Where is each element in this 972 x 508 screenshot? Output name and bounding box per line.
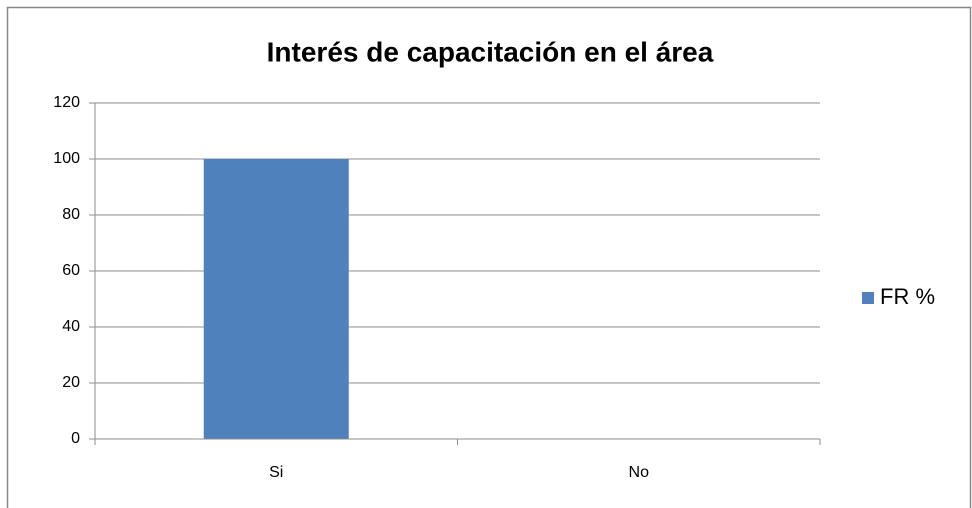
x-tick-label: No [629,464,650,481]
chart-frame [6,6,972,508]
y-tick-label: 40 [62,318,80,335]
legend-label: FR % [880,284,935,309]
y-tick-label: 80 [62,206,80,223]
y-tick-label: 20 [62,374,80,391]
y-tick-label: 100 [53,150,80,167]
chart-title: Interés de capacitación en el área [267,36,714,67]
x-tick-label: Si [269,464,283,481]
y-tick-label: 120 [53,94,80,111]
y-tick-label: 0 [71,430,80,447]
bar [203,159,349,439]
legend-swatch [862,292,874,304]
y-tick-label: 60 [62,262,80,279]
